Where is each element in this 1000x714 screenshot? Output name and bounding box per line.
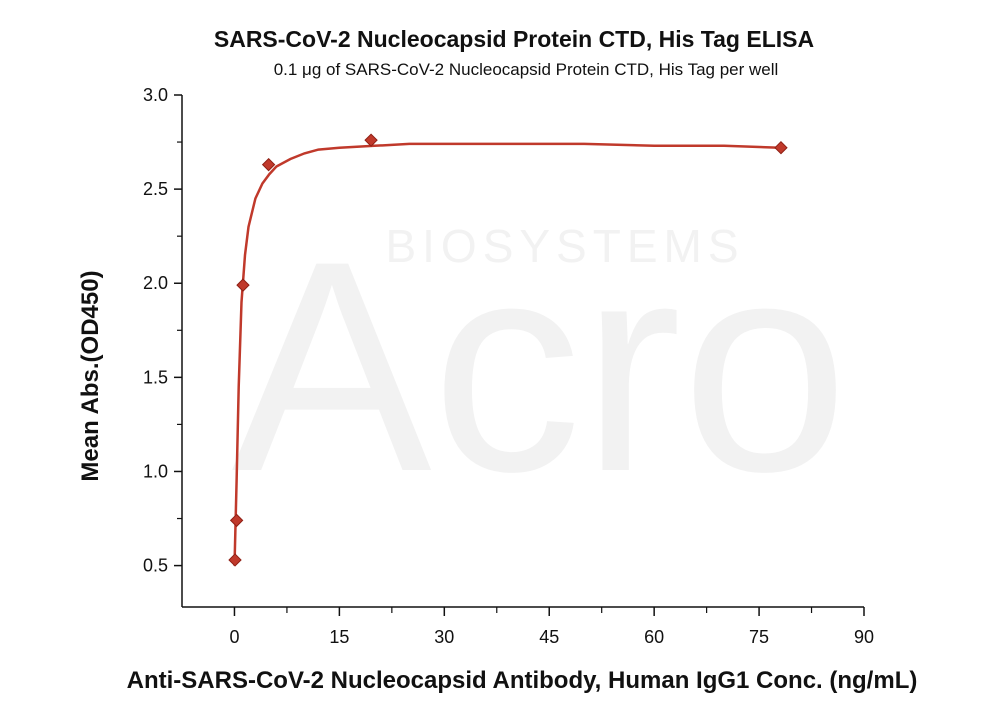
x-tick-label: 15 [329, 627, 349, 647]
chart-title: SARS-CoV-2 Nucleocapsid Protein CTD, His… [214, 26, 814, 52]
y-tick-label: 1.0 [143, 461, 168, 481]
x-tick-label: 30 [434, 627, 454, 647]
x-ticks: 0 15 30 45 60 75 90 [229, 607, 874, 647]
watermark: Acro BIOSYSTEMS [232, 198, 849, 534]
x-tick-label: 45 [539, 627, 559, 647]
data-point [774, 140, 788, 155]
y-ticks: 0.5 1.0 1.5 2.0 2.5 3.0 [143, 85, 182, 576]
watermark-tagline: BIOSYSTEMS [385, 220, 744, 272]
y-tick-label: 2.5 [143, 179, 168, 199]
watermark-brand: Acro [232, 198, 849, 534]
data-point [364, 133, 378, 147]
y-tick-label: 1.5 [143, 367, 168, 387]
x-tick-label: 0 [229, 627, 239, 647]
x-axis-label: Anti-SARS-CoV-2 Nucleocapsid Antibody, H… [127, 667, 918, 694]
y-tick-label: 3.0 [143, 85, 168, 105]
data-point [261, 157, 276, 172]
data-point [236, 278, 250, 292]
data-points [228, 133, 788, 567]
fit-curve [233, 142, 781, 566]
axes [181, 95, 864, 608]
data-point [228, 553, 242, 567]
x-tick-label: 90 [854, 627, 874, 647]
chart-subtitle: 0.1 μg of SARS-CoV-2 Nucleocapsid Protei… [274, 60, 779, 79]
x-tick-label: 60 [644, 627, 664, 647]
y-tick-label: 0.5 [143, 556, 168, 576]
x-tick-label: 75 [749, 627, 769, 647]
y-tick-label: 2.0 [143, 273, 168, 293]
y-axis-label: Mean Abs.(OD450) [77, 270, 104, 481]
data-point [229, 513, 244, 528]
